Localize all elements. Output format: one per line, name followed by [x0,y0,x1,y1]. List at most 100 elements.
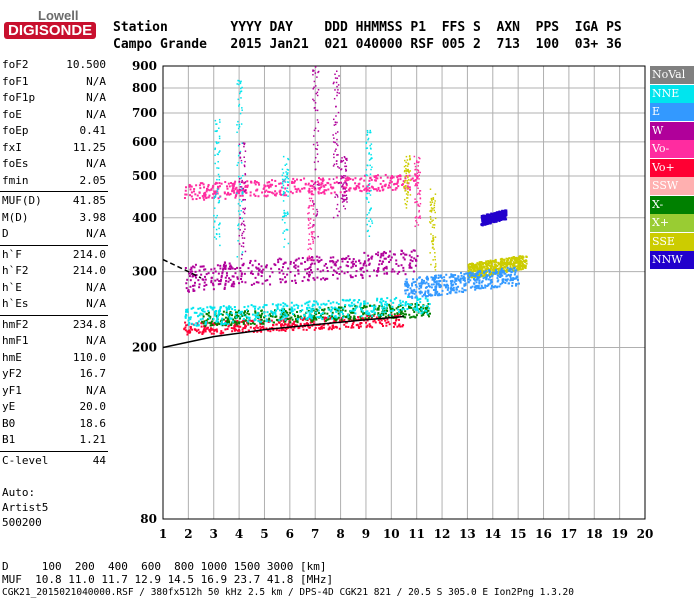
streak-point [217,173,220,176]
data-point [521,258,524,261]
data-point [212,284,215,287]
data-point [190,266,193,269]
dashed-line [162,258,202,279]
data-point [514,257,517,260]
data-point [240,277,243,280]
data-point [411,284,414,287]
data-point [426,312,429,315]
data-point [368,315,371,318]
streak-point [333,124,336,126]
streak-point [240,90,243,92]
streak-point [338,92,340,94]
streak-point [239,82,242,85]
data-point [290,301,293,304]
data-point [354,307,357,310]
data-point [310,317,313,320]
data-point [204,268,207,271]
data-point [217,283,220,286]
streak-point [241,222,243,225]
data-point [473,266,476,269]
streak-point [335,81,338,84]
streak-point [366,192,369,195]
data-point [390,270,393,273]
data-point [244,185,247,188]
data-point [300,317,303,320]
data-point [292,181,295,184]
data-point [234,180,237,183]
data-point [257,281,260,284]
streak-point [335,208,338,210]
streak-point [367,138,369,141]
data-point [345,256,348,259]
param-value: 214.0 [72,264,106,277]
streak-point [365,141,368,144]
data-point [294,264,297,267]
data-point [393,315,396,318]
data-point [494,271,497,274]
streak-point [336,131,339,133]
data-point [487,261,490,264]
data-point [409,262,412,265]
streak-point [403,185,405,188]
data-point [280,311,283,314]
data-point [360,177,363,180]
data-point [228,324,231,327]
data-point [311,262,314,265]
data-point [207,311,210,314]
data-point [440,293,443,296]
data-point [357,318,360,321]
data-point [351,324,354,327]
data-point [405,282,408,285]
streak-point [216,167,218,169]
data-point [350,311,353,314]
streak-point [344,156,346,159]
data-point [426,275,429,278]
streak-point [334,196,336,198]
data-point [294,324,297,327]
data-point [274,179,277,182]
data-point [382,313,385,316]
streak-point [238,180,241,183]
param-name: foF1 [2,74,29,88]
data-point [479,268,482,271]
data-point [269,183,272,186]
data-point [270,267,273,270]
streak-point [214,162,216,165]
data-point [351,309,354,312]
data-point [462,278,465,281]
streak-point [344,207,347,210]
data-point [422,313,425,316]
data-point [199,307,202,310]
streak-point [287,213,289,215]
param-name: h`E [2,280,22,294]
streak-point [287,191,290,193]
data-point [351,304,354,307]
data-point [410,282,413,285]
data-point [412,308,415,311]
data-point [498,285,501,288]
data-point [493,219,496,222]
x-tick-label: 7 [311,527,319,541]
data-point [424,290,427,293]
data-point [482,222,485,225]
streak-point [368,220,370,222]
data-point [376,270,379,273]
legend-item: SSW [650,177,694,195]
data-point [412,307,415,310]
data-point [280,193,283,196]
data-point [355,270,358,273]
streak-point [415,220,417,222]
data-point [426,299,429,302]
data-point [194,263,197,266]
data-point [434,294,437,297]
data-point [227,280,230,283]
data-point [271,327,274,330]
streak-point [239,151,241,154]
data-point [192,306,195,309]
data-point [505,218,508,221]
streak-point [286,168,289,171]
data-point [513,262,516,265]
data-point [226,319,229,322]
data-point [377,268,380,271]
data-point [291,180,294,183]
